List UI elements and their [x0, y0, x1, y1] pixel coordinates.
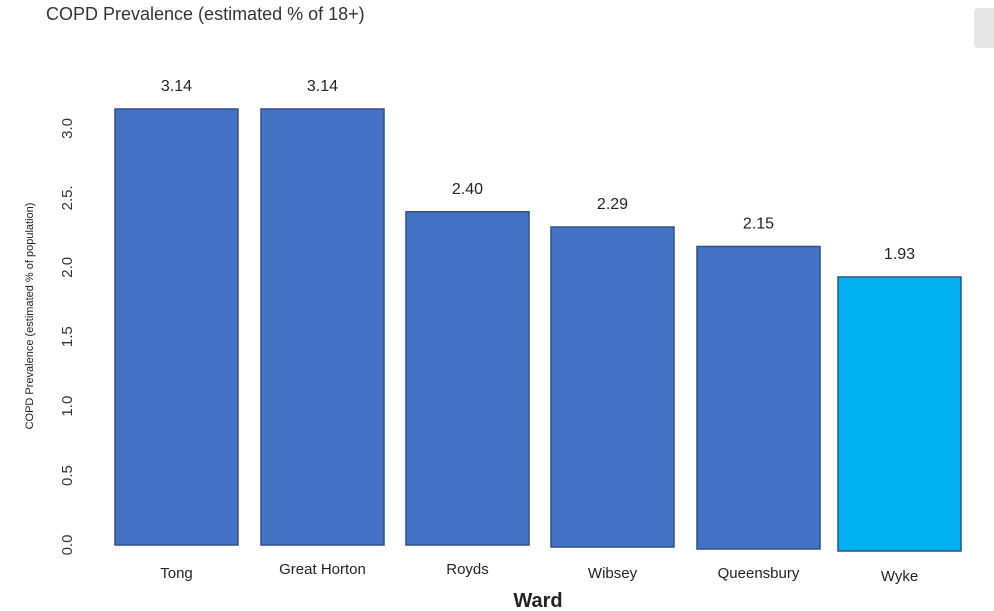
y-axis-label: COPD Prevalence (estimated % of populati…	[24, 203, 36, 430]
category-label: Wibsey	[588, 565, 638, 582]
category-label: Royds	[446, 561, 489, 578]
bar-wyke	[837, 276, 962, 552]
y-tick-label: 3.0	[59, 118, 76, 139]
y-tick-label: 0.0	[59, 535, 76, 556]
bar-tong	[114, 108, 239, 546]
chart-title: COPD Prevalence (estimated % of 18+)	[46, 4, 365, 24]
side-panel-tab[interactable]	[974, 8, 994, 48]
value-label: 3.14	[307, 78, 338, 95]
y-tick-label: 2.5.	[59, 185, 76, 210]
bar-royds	[405, 211, 530, 546]
category-label: Tong	[160, 565, 193, 582]
bar-queensbury	[696, 245, 821, 550]
y-tick-label: 0.5	[59, 465, 76, 486]
bar-great-horton	[260, 108, 385, 546]
value-label: 2.15	[743, 215, 774, 232]
y-tick-label: 1.5	[59, 326, 76, 347]
value-labels-group: 3.14 3.14 2.40 2.29 2.15 1.93	[161, 78, 915, 263]
y-tick-label: 2.0	[59, 257, 76, 278]
value-label: 1.93	[884, 246, 915, 263]
value-label: 2.29	[597, 196, 628, 213]
category-label: Great Horton	[279, 561, 366, 578]
category-labels-group: Tong Great Horton Royds Wibsey Queensbury Wyk…	[160, 561, 918, 585]
bars-group	[114, 108, 962, 552]
category-label: Wyke	[881, 568, 918, 585]
value-label: 2.40	[452, 181, 483, 198]
bar-wibsey	[550, 226, 675, 548]
x-axis-label: Ward	[513, 590, 562, 611]
y-tick-labels-group: 0.0 0.5 1.0 1.5 2.0 2.5. 3.0	[59, 118, 76, 555]
category-label: Queensbury	[718, 565, 800, 582]
y-tick-label: 1.0	[59, 396, 76, 417]
value-label: 3.14	[161, 78, 192, 95]
